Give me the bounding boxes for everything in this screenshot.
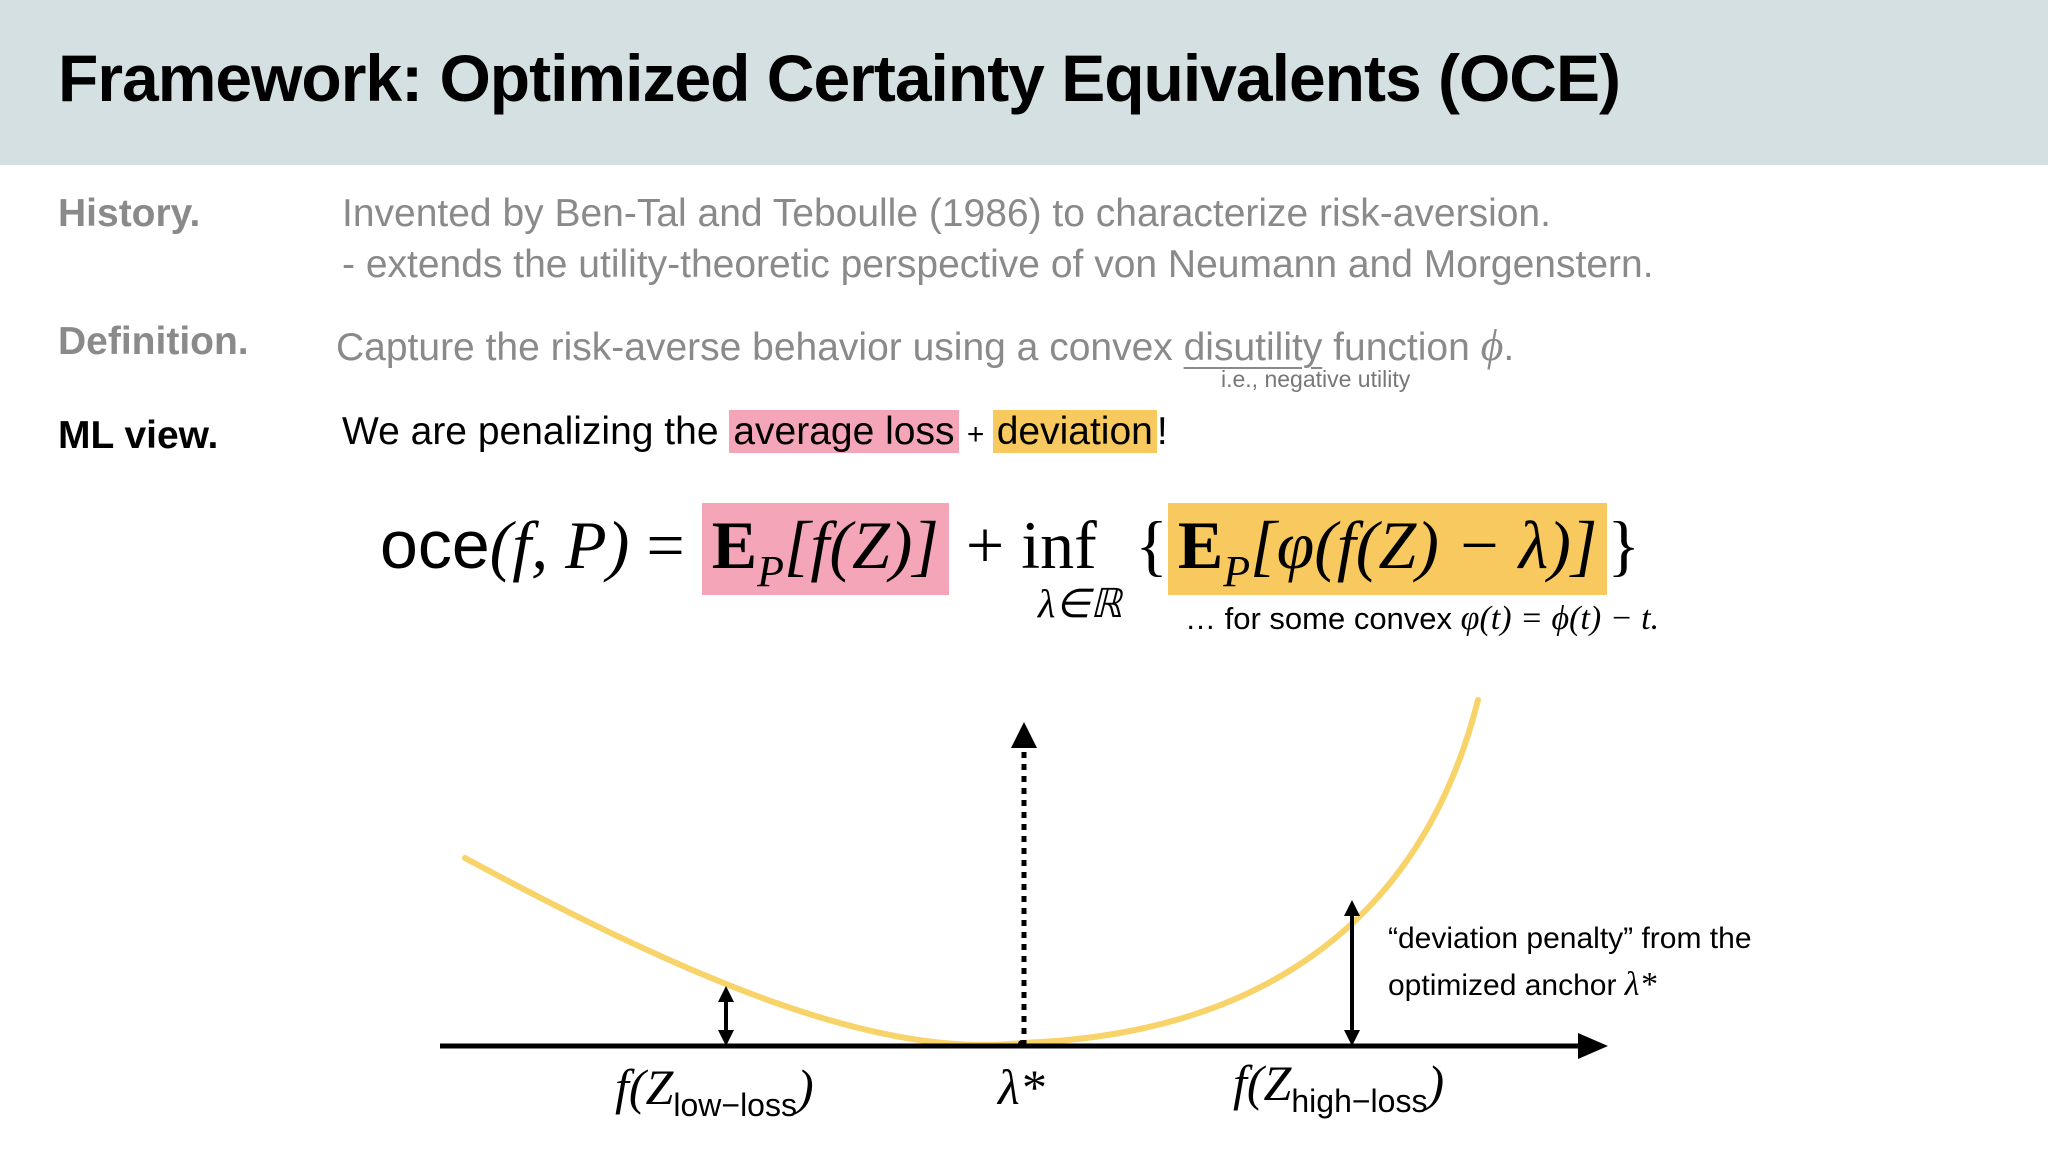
annotation-lambda: λ* bbox=[1624, 966, 1657, 1003]
oce-name: oce bbox=[380, 507, 490, 583]
negative-utility-note: i.e., negative utility bbox=[1221, 366, 1411, 392]
low-loss-label-main: f(Z bbox=[615, 1059, 674, 1115]
horizontal-axis-arrowhead bbox=[1578, 1033, 1608, 1059]
low-loss-arrowhead-down bbox=[718, 1030, 734, 1046]
lambda-star-label: λ* bbox=[998, 1059, 1045, 1115]
low-loss-arrowhead-up bbox=[718, 986, 734, 1002]
deviation-highlight: deviation bbox=[992, 410, 1157, 453]
disutility-term: disutility bbox=[1183, 326, 1323, 369]
high-loss-arrowhead-up bbox=[1344, 900, 1360, 916]
expectation-symbol-1: E bbox=[711, 507, 758, 583]
ml-view-label: ML view. bbox=[58, 414, 219, 457]
high-loss-label-close: ) bbox=[1427, 1055, 1445, 1111]
expectation-sub-2: P bbox=[1223, 547, 1251, 596]
definition-text-after: function bbox=[1322, 326, 1481, 369]
inf-operator: inf bbox=[1021, 507, 1097, 583]
deviation-body: [φ(f(Z) − λ)] bbox=[1250, 507, 1598, 583]
annotation-line-2-text: optimized anchor bbox=[1388, 969, 1625, 1002]
ml-view-text-before: We are penalizing the bbox=[342, 410, 730, 453]
definition-label: Definition. bbox=[58, 320, 249, 363]
ml-view-text: We are penalizing the average loss + dev… bbox=[342, 410, 1168, 454]
convex-penalty-curve bbox=[462, 697, 1481, 1048]
phi-symbol: ϕ bbox=[1480, 321, 1504, 370]
title-bar: Framework: Optimized Certainty Equivalen… bbox=[0, 0, 2048, 165]
slide-title: Framework: Optimized Certainty Equivalen… bbox=[58, 41, 1621, 115]
definition-text-before: Capture the risk-averse behavior using a… bbox=[336, 326, 1184, 369]
history-line-1: Invented by Ben-Tal and Teboulle (1986) … bbox=[342, 192, 1551, 235]
high-loss-label: f(Zhigh−loss) bbox=[1233, 1054, 1444, 1120]
annotation-line-1: “deviation penalty” from the bbox=[1388, 922, 1752, 955]
lambda-axis-arrowhead bbox=[1011, 722, 1037, 748]
convex-phi-note: … for some convex φ(t) = ϕ(t) − t. bbox=[1185, 600, 1659, 638]
oce-args: (f, P) bbox=[489, 507, 630, 583]
low-loss-label-sub: low−loss bbox=[673, 1087, 797, 1123]
formula-plus: + bbox=[948, 507, 1022, 583]
expected-loss-body: [f(Z)] bbox=[783, 507, 939, 583]
high-loss-arrowhead-down bbox=[1344, 1030, 1360, 1046]
brace-close: } bbox=[1607, 507, 1640, 583]
expectation-symbol-2: E bbox=[1177, 507, 1224, 583]
annotation-line-2: optimized anchor λ* bbox=[1388, 962, 1752, 1009]
high-loss-label-main: f(Z bbox=[1233, 1055, 1292, 1111]
convex-phi-note-prefix: … for some convex bbox=[1185, 601, 1461, 636]
plus-sign: + bbox=[958, 418, 993, 451]
exclamation: ! bbox=[1156, 410, 1168, 453]
deviation-penalty-annotation: “deviation penalty” from the optimized a… bbox=[1388, 916, 1752, 1009]
definition-period: . bbox=[1503, 326, 1515, 369]
definition-text: Capture the risk-averse behavior using a… bbox=[336, 320, 1514, 371]
brace-open: { bbox=[1135, 507, 1168, 583]
average-loss-highlight: average loss bbox=[729, 410, 959, 453]
low-loss-label: f(Zlow−loss) bbox=[615, 1058, 814, 1124]
oce-formula: oce(f, P) = EP[f(Z)] + inf{EP[φ(f(Z) − λ… bbox=[380, 500, 1640, 617]
low-loss-label-close: ) bbox=[796, 1059, 814, 1115]
history-label: History. bbox=[58, 192, 201, 235]
expectation-sub-1: P bbox=[757, 547, 784, 596]
lambda-point bbox=[1018, 1040, 1026, 1048]
formula-equals: = bbox=[629, 507, 702, 583]
deviation-box: EP[φ(f(Z) − λ)] bbox=[1167, 503, 1608, 596]
convex-phi-note-math: φ(t) = ϕ(t) − t. bbox=[1460, 600, 1660, 637]
history-line-2: - extends the utility-theoretic perspect… bbox=[342, 243, 1654, 286]
inf-subscript: λ∈ℝ bbox=[1038, 581, 1122, 626]
expected-loss-box: EP[f(Z)] bbox=[701, 503, 949, 596]
high-loss-label-sub: high−loss bbox=[1291, 1083, 1428, 1119]
